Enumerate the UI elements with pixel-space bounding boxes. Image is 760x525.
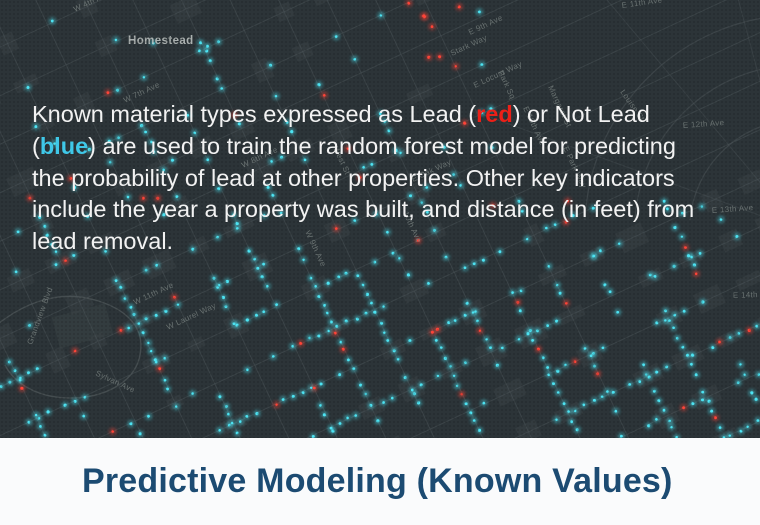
svg-text:Homestead: Homestead [128, 35, 194, 47]
svg-text:E 14th Ave: E 14th Ave [733, 290, 760, 300]
